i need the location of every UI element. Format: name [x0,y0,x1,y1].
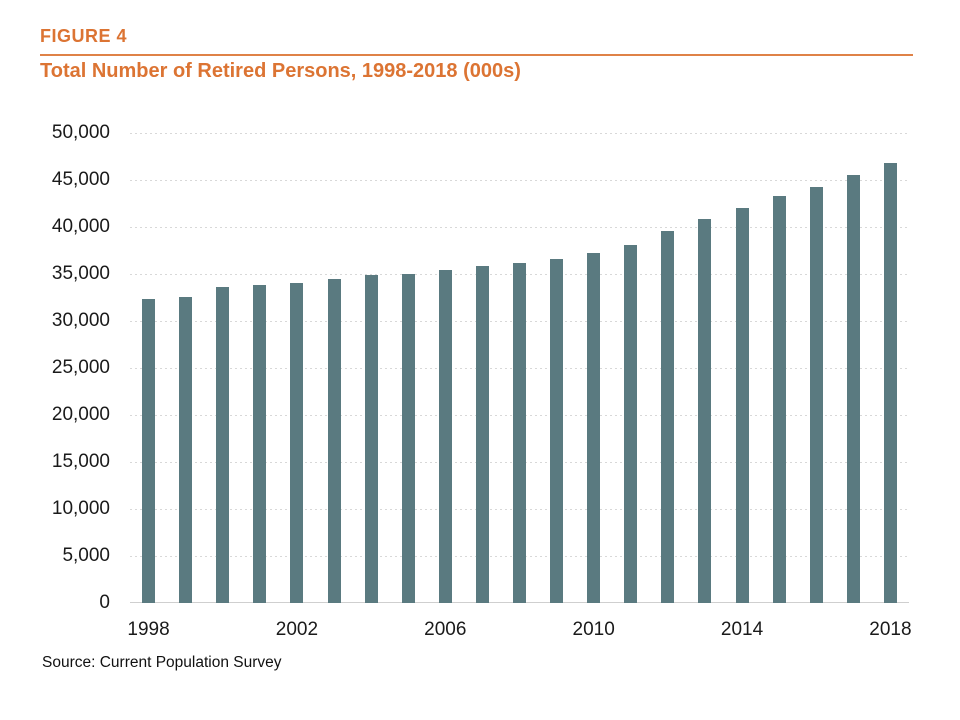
bar-2012 [661,231,675,603]
y-tick-label: 30,000 [51,310,110,331]
bar-2003 [327,279,341,603]
x-tick-label: 2010 [572,619,615,640]
y-tick-label: 40,000 [51,216,110,237]
x-tick-label: 2018 [869,619,912,640]
y-tick-label: 5,000 [62,545,110,566]
x-tick-label: 1998 [127,619,170,640]
bar-2016 [809,187,823,603]
y-tick-label: 0 [99,592,110,613]
bar-1999 [179,296,193,603]
bar-2001 [253,285,267,603]
bar-2002 [290,282,304,603]
y-axis: 0 5,000 10,000 15,000 20,000 25,000 30,000 35,0… [0,122,110,613]
bar-2008 [513,263,526,603]
y-tick-label: 15,000 [51,451,110,472]
bar-1998 [142,299,156,603]
figure-number-label: FIGURE 4 [40,26,128,46]
bar-2000 [216,286,230,603]
gridline [130,132,909,134]
bar-2013 [698,218,712,603]
header-rule [40,54,913,56]
bar-2018 [883,163,897,603]
bar-2005 [401,274,415,603]
y-tick-label: 25,000 [51,357,110,378]
bar-2010 [587,252,601,603]
y-tick-label: 35,000 [51,263,110,284]
plot-area [130,132,909,603]
x-tick-label: 2006 [424,619,467,640]
bar-2017 [846,174,860,603]
y-tick-label: 50,000 [51,122,110,143]
source-note: Source: Current Population Survey [42,654,282,671]
gridline [130,179,909,181]
bar-2009 [550,259,564,603]
y-tick-label: 10,000 [51,498,110,519]
y-tick-label: 45,000 [51,169,110,190]
x-tick-label: 2014 [720,619,764,640]
chart-title: Total Number of Retired Persons, 1998-20… [40,60,521,82]
bar-2007 [475,266,489,603]
gridline [130,226,909,228]
bar-2014 [735,207,749,603]
bar-2004 [364,274,378,603]
y-tick-label: 20,000 [51,404,110,425]
x-axis: 1998 2002 2006 2010 2014 2018 [127,619,911,643]
x-tick-label: 2002 [275,619,319,640]
bar-2015 [772,196,786,603]
bar-2006 [438,270,452,603]
bar-2011 [624,245,638,603]
